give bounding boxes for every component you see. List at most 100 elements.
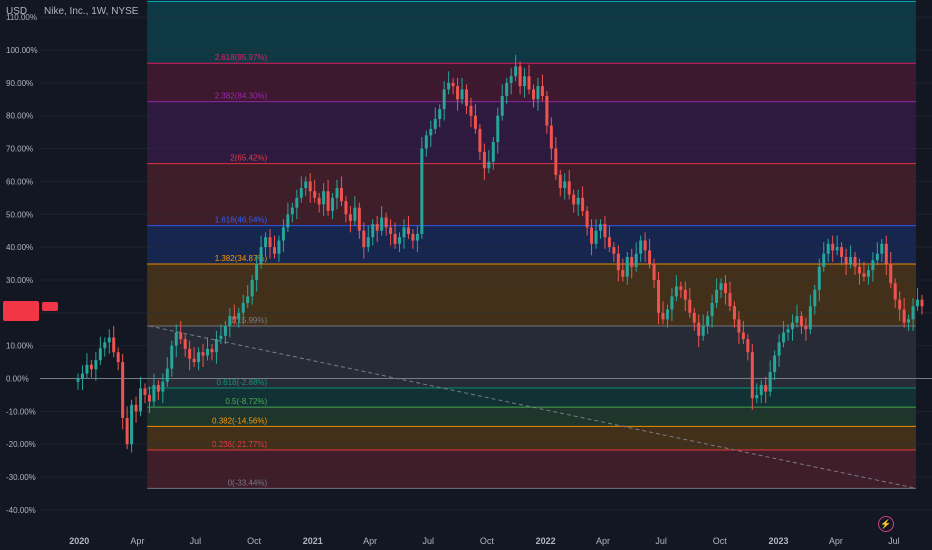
candle-body <box>844 256 848 264</box>
candle-body <box>576 197 580 205</box>
candle-body <box>170 345 174 369</box>
candle-body <box>826 243 830 254</box>
x-tick-label: Apr <box>130 536 144 546</box>
candle-body <box>563 181 567 188</box>
candle-body <box>835 247 839 251</box>
candle-body <box>594 230 598 244</box>
candle-body <box>804 325 808 330</box>
candle-body <box>308 181 312 192</box>
candle-body <box>174 332 178 346</box>
candle-body <box>795 316 799 323</box>
candle-body <box>286 214 290 228</box>
candle-body <box>527 76 531 90</box>
candle-body <box>290 207 294 215</box>
candle-body <box>469 105 473 116</box>
candles <box>76 54 924 453</box>
candle-body <box>116 352 120 363</box>
candle-body <box>679 286 683 290</box>
candle-body <box>773 355 777 372</box>
y-tick-label: -30.00% <box>6 473 36 482</box>
fib-level-label: 2.382(84.30%) <box>215 92 268 101</box>
candle-body <box>482 151 486 169</box>
candle-body <box>817 266 821 290</box>
candle-body <box>777 342 781 356</box>
candle-body <box>268 237 272 248</box>
fibonacci-extension: 0(-33.44%)0.236(-21.77%)0.382(-14.56%)0.… <box>147 0 916 489</box>
candle-body <box>857 266 861 274</box>
candle-body <box>241 302 245 313</box>
candle-body <box>322 191 326 205</box>
currency-label: USD <box>6 6 28 17</box>
candle-body <box>393 233 397 244</box>
candle-body <box>219 335 223 340</box>
fib-band <box>147 263 916 326</box>
candle-body <box>674 286 678 297</box>
candle-body <box>206 348 210 356</box>
lightning-icon[interactable]: ⚡ <box>878 516 894 532</box>
candle-body <box>634 253 638 267</box>
candle-body <box>339 187 343 202</box>
fib-band <box>147 387 916 408</box>
fib-band <box>147 101 916 164</box>
candle-body <box>692 312 696 323</box>
candle-body <box>893 283 897 300</box>
x-tick-label: Jul <box>422 536 434 546</box>
candle-body <box>505 82 509 96</box>
y-tick-label: 100.00% <box>6 46 38 55</box>
y-tick-label: 110.00% <box>6 13 37 22</box>
candle-body <box>112 337 116 353</box>
fib-band <box>147 407 916 427</box>
candle-body <box>523 76 527 87</box>
y-tick-label: 30.00% <box>6 276 33 285</box>
x-tick-label: Jul <box>190 536 202 546</box>
candle-body <box>737 319 741 333</box>
x-tick-label: 2021 <box>303 536 323 546</box>
symbol-flag <box>42 302 58 311</box>
candle-body <box>750 352 754 399</box>
candle-body <box>531 89 535 100</box>
candle-body <box>755 394 759 399</box>
candle-body <box>840 247 844 257</box>
candle-body <box>98 348 102 361</box>
candle-body <box>706 316 710 326</box>
trend-line-dashed <box>149 325 917 489</box>
candle-body <box>188 348 192 359</box>
x-tick-label: Jul <box>888 536 900 546</box>
candle-body <box>326 191 330 211</box>
candle-body <box>907 319 911 323</box>
fib-band <box>147 163 916 226</box>
x-tick-label: Oct <box>247 536 262 546</box>
candle-body <box>147 394 151 402</box>
candle-body <box>657 279 661 313</box>
y-tick-label: -40.00% <box>6 506 36 515</box>
candle-body <box>438 109 442 119</box>
candle-body <box>264 237 268 248</box>
candle-body <box>683 289 687 300</box>
candle-body <box>362 230 366 248</box>
candle-body <box>759 385 763 395</box>
candle-body <box>313 191 317 198</box>
candle-body <box>487 161 491 169</box>
candle-body <box>545 95 549 126</box>
y-tick-label: 40.00% <box>6 243 33 252</box>
candle-body <box>331 197 335 211</box>
candle-body <box>250 279 254 297</box>
candle-body <box>94 360 98 370</box>
x-tick-label: 2020 <box>69 536 89 546</box>
candle-body <box>406 227 410 234</box>
candle-body <box>813 289 817 307</box>
candle-body <box>415 233 419 241</box>
candle-body <box>277 240 281 254</box>
candle-body <box>398 237 402 244</box>
candle-body <box>89 364 93 370</box>
candle-body <box>201 352 205 356</box>
candle-body <box>790 322 794 330</box>
candle-body <box>558 174 562 188</box>
fib-level-label: 0.5(-8.72%) <box>225 397 267 406</box>
candle-body <box>433 118 437 129</box>
candle-body <box>746 339 750 353</box>
candle-body <box>697 322 701 336</box>
candle-body <box>192 358 196 363</box>
candle-body <box>715 289 719 303</box>
